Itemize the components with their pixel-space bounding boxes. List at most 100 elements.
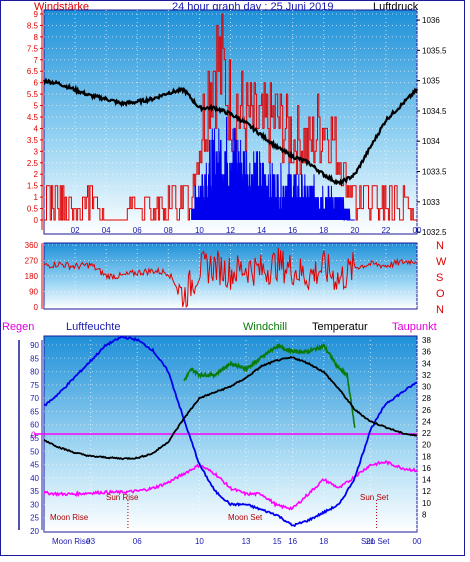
- humidity-time-tick-label: 10: [195, 537, 204, 546]
- wind-time-tick-label: 02: [71, 226, 80, 235]
- direction-panel-series: [43, 247, 418, 309]
- wind-force-tick-label: 6.5: [27, 67, 39, 76]
- wind-force-axis: 0 0.5 1 1.5 2 2.5 3 3.5 4 4.5 5 5.5 6 6.5 7 7.5 8 8.5 9: [27, 10, 43, 230]
- humidity-tick-label: 80: [30, 368, 39, 377]
- temperature-tick-label: 28: [422, 394, 431, 403]
- wind-time-tick-label: 08: [164, 226, 173, 235]
- outer-frame: [0, 0, 465, 556]
- windchill-series: [183, 343, 356, 428]
- wind-mean-series: [191, 116, 355, 221]
- wind-force-tick-label: 2.5: [27, 159, 39, 168]
- humidity-tick-label: 55: [30, 434, 39, 443]
- humidity-series: [43, 335, 418, 528]
- pressure-tick-label: 1036: [422, 16, 440, 25]
- direction-axis: 0 90 180 270 360: [25, 241, 43, 312]
- wind-time-tick-label: 04: [102, 226, 111, 235]
- temperature-tick-label: 16: [422, 464, 431, 473]
- direction-tick-label: 360: [25, 241, 39, 250]
- humidity-tick-label: 30: [30, 500, 39, 509]
- pressure-series: [42, 77, 419, 187]
- pressure-tick-label: 1032.5: [422, 228, 447, 237]
- temperature-tick-label: 30: [422, 383, 431, 392]
- wind-time-tick-label: 12: [226, 226, 235, 235]
- humidity-tick-label: 40: [30, 474, 39, 483]
- compass-label: N: [436, 304, 444, 316]
- humidity-time-axis: 03 06 10 13 15 16 18 21 00: [86, 537, 422, 546]
- humidity-time-tick-label: 16: [288, 537, 297, 546]
- temperature-tick-label: 22: [422, 429, 431, 438]
- wind-force-tick-label: 3: [34, 147, 39, 156]
- compass-label: O: [436, 288, 445, 300]
- humidity-tick-label: 90: [30, 341, 39, 350]
- dewpoint-label: Taupunkt: [392, 321, 437, 333]
- temperature-axis: 8 10 12 14 16 18 20 22 24 26 28 30 32 34 36 38: [422, 336, 431, 519]
- temperature-tick-label: 20: [422, 441, 431, 450]
- humidity-time-tick-label: 00: [413, 537, 422, 546]
- pressure-tick-label: 1033.5: [422, 168, 447, 177]
- humidity-time-tick-label: 18: [319, 537, 328, 546]
- wind-force-tick-label: 8: [34, 33, 39, 42]
- wind-force-tick-label: 4: [34, 124, 39, 133]
- sun-set-axis-annotation: Sun Set: [361, 537, 390, 546]
- wind-force-tick-label: 4.5: [27, 113, 39, 122]
- wind-force-tick-label: 5.5: [27, 90, 39, 99]
- rain-zero-label: 0: [31, 430, 36, 440]
- moon-rise-annotation: Moon Rise: [50, 513, 89, 522]
- wind-panel-series: [42, 13, 419, 221]
- temperature-tick-label: 8: [422, 510, 427, 519]
- moon-set-annotation: Moon Set: [228, 513, 263, 522]
- wind-time-tick-label: 18: [319, 226, 328, 235]
- temperature-series: [43, 356, 418, 461]
- temperature-tick-label: 36: [422, 348, 431, 357]
- wind-time-tick-label: 20: [350, 226, 359, 235]
- direction-panel-background: [43, 242, 418, 310]
- wind-force-tick-label: 5: [34, 102, 39, 111]
- humidity-tick-label: 35: [30, 487, 39, 496]
- temperature-tick-label: 18: [422, 452, 431, 461]
- humidity-axis: 20 25 30 35 40 45 50 55 60 65 70 75 80 85 90: [30, 340, 43, 536]
- humidity-time-tick-label: 21: [366, 537, 375, 546]
- humidity-time-tick-label: 15: [273, 537, 282, 546]
- wind-time-tick-label: 10: [195, 226, 204, 235]
- sun-set-annotation: Sun Set: [360, 493, 389, 502]
- temperature-tick-label: 32: [422, 371, 431, 380]
- sun-rise-annotation: Sun Rise: [106, 493, 139, 502]
- humidity-tick-label: 45: [30, 461, 39, 470]
- pressure-tick-label: 1034.5: [422, 107, 447, 116]
- humidity-tick-label: 85: [30, 354, 39, 363]
- moon-rise-axis-annotation: Moon Rise: [52, 537, 91, 546]
- wind-force-tick-label: 1: [34, 193, 39, 202]
- humidity-tick-label: 25: [30, 514, 39, 523]
- humidity-tick-label: 65: [30, 407, 39, 416]
- direction-tick-label: 180: [25, 272, 39, 281]
- wind-time-tick-label: 06: [133, 226, 142, 235]
- temperature-tick-label: 38: [422, 336, 431, 345]
- humidity-tick-label: 20: [30, 527, 39, 536]
- temperature-tick-label: 34: [422, 359, 431, 368]
- wind-time-tick-label: 00: [413, 226, 422, 235]
- direction-tick-label: 90: [29, 288, 38, 297]
- wind-force-tick-label: 3.5: [27, 136, 39, 145]
- wind-force-tick-label: 7: [34, 56, 39, 65]
- direction-tick-label: 270: [25, 257, 39, 266]
- temperature-label: Temperatur: [312, 321, 368, 333]
- pressure-tick-label: 1035.5: [422, 46, 447, 55]
- pressure-axis: 1032.5 1033 1033.5 1034 1034.5 1035 1035.5 1036: [417, 16, 447, 237]
- wind-time-tick-label: 16: [288, 226, 297, 235]
- wind-time-axis: 02 04 06 08 10 12 14 16 18 20 22 00: [71, 226, 422, 235]
- wind-force-tick-label: 2: [34, 170, 39, 179]
- humidity-label: Luftfeuchte: [66, 321, 120, 333]
- humidity-time-tick-label: 13: [242, 537, 251, 546]
- temperature-tick-label: 26: [422, 406, 431, 415]
- humidity-time-tick-label: 06: [133, 537, 142, 546]
- wind-panel-grid: [44, 10, 418, 230]
- temperature-tick-label: 12: [422, 487, 431, 496]
- wind-force-tick-label: 0.5: [27, 205, 39, 214]
- humidity-tick-label: 50: [30, 447, 39, 456]
- wind-force-tick-label: 6: [34, 79, 39, 88]
- temperature-tick-label: 24: [422, 417, 431, 426]
- temperature-tick-label: 10: [422, 499, 431, 508]
- humidity-panel-series: [34, 335, 418, 528]
- humidity-tick-label: 75: [30, 381, 39, 390]
